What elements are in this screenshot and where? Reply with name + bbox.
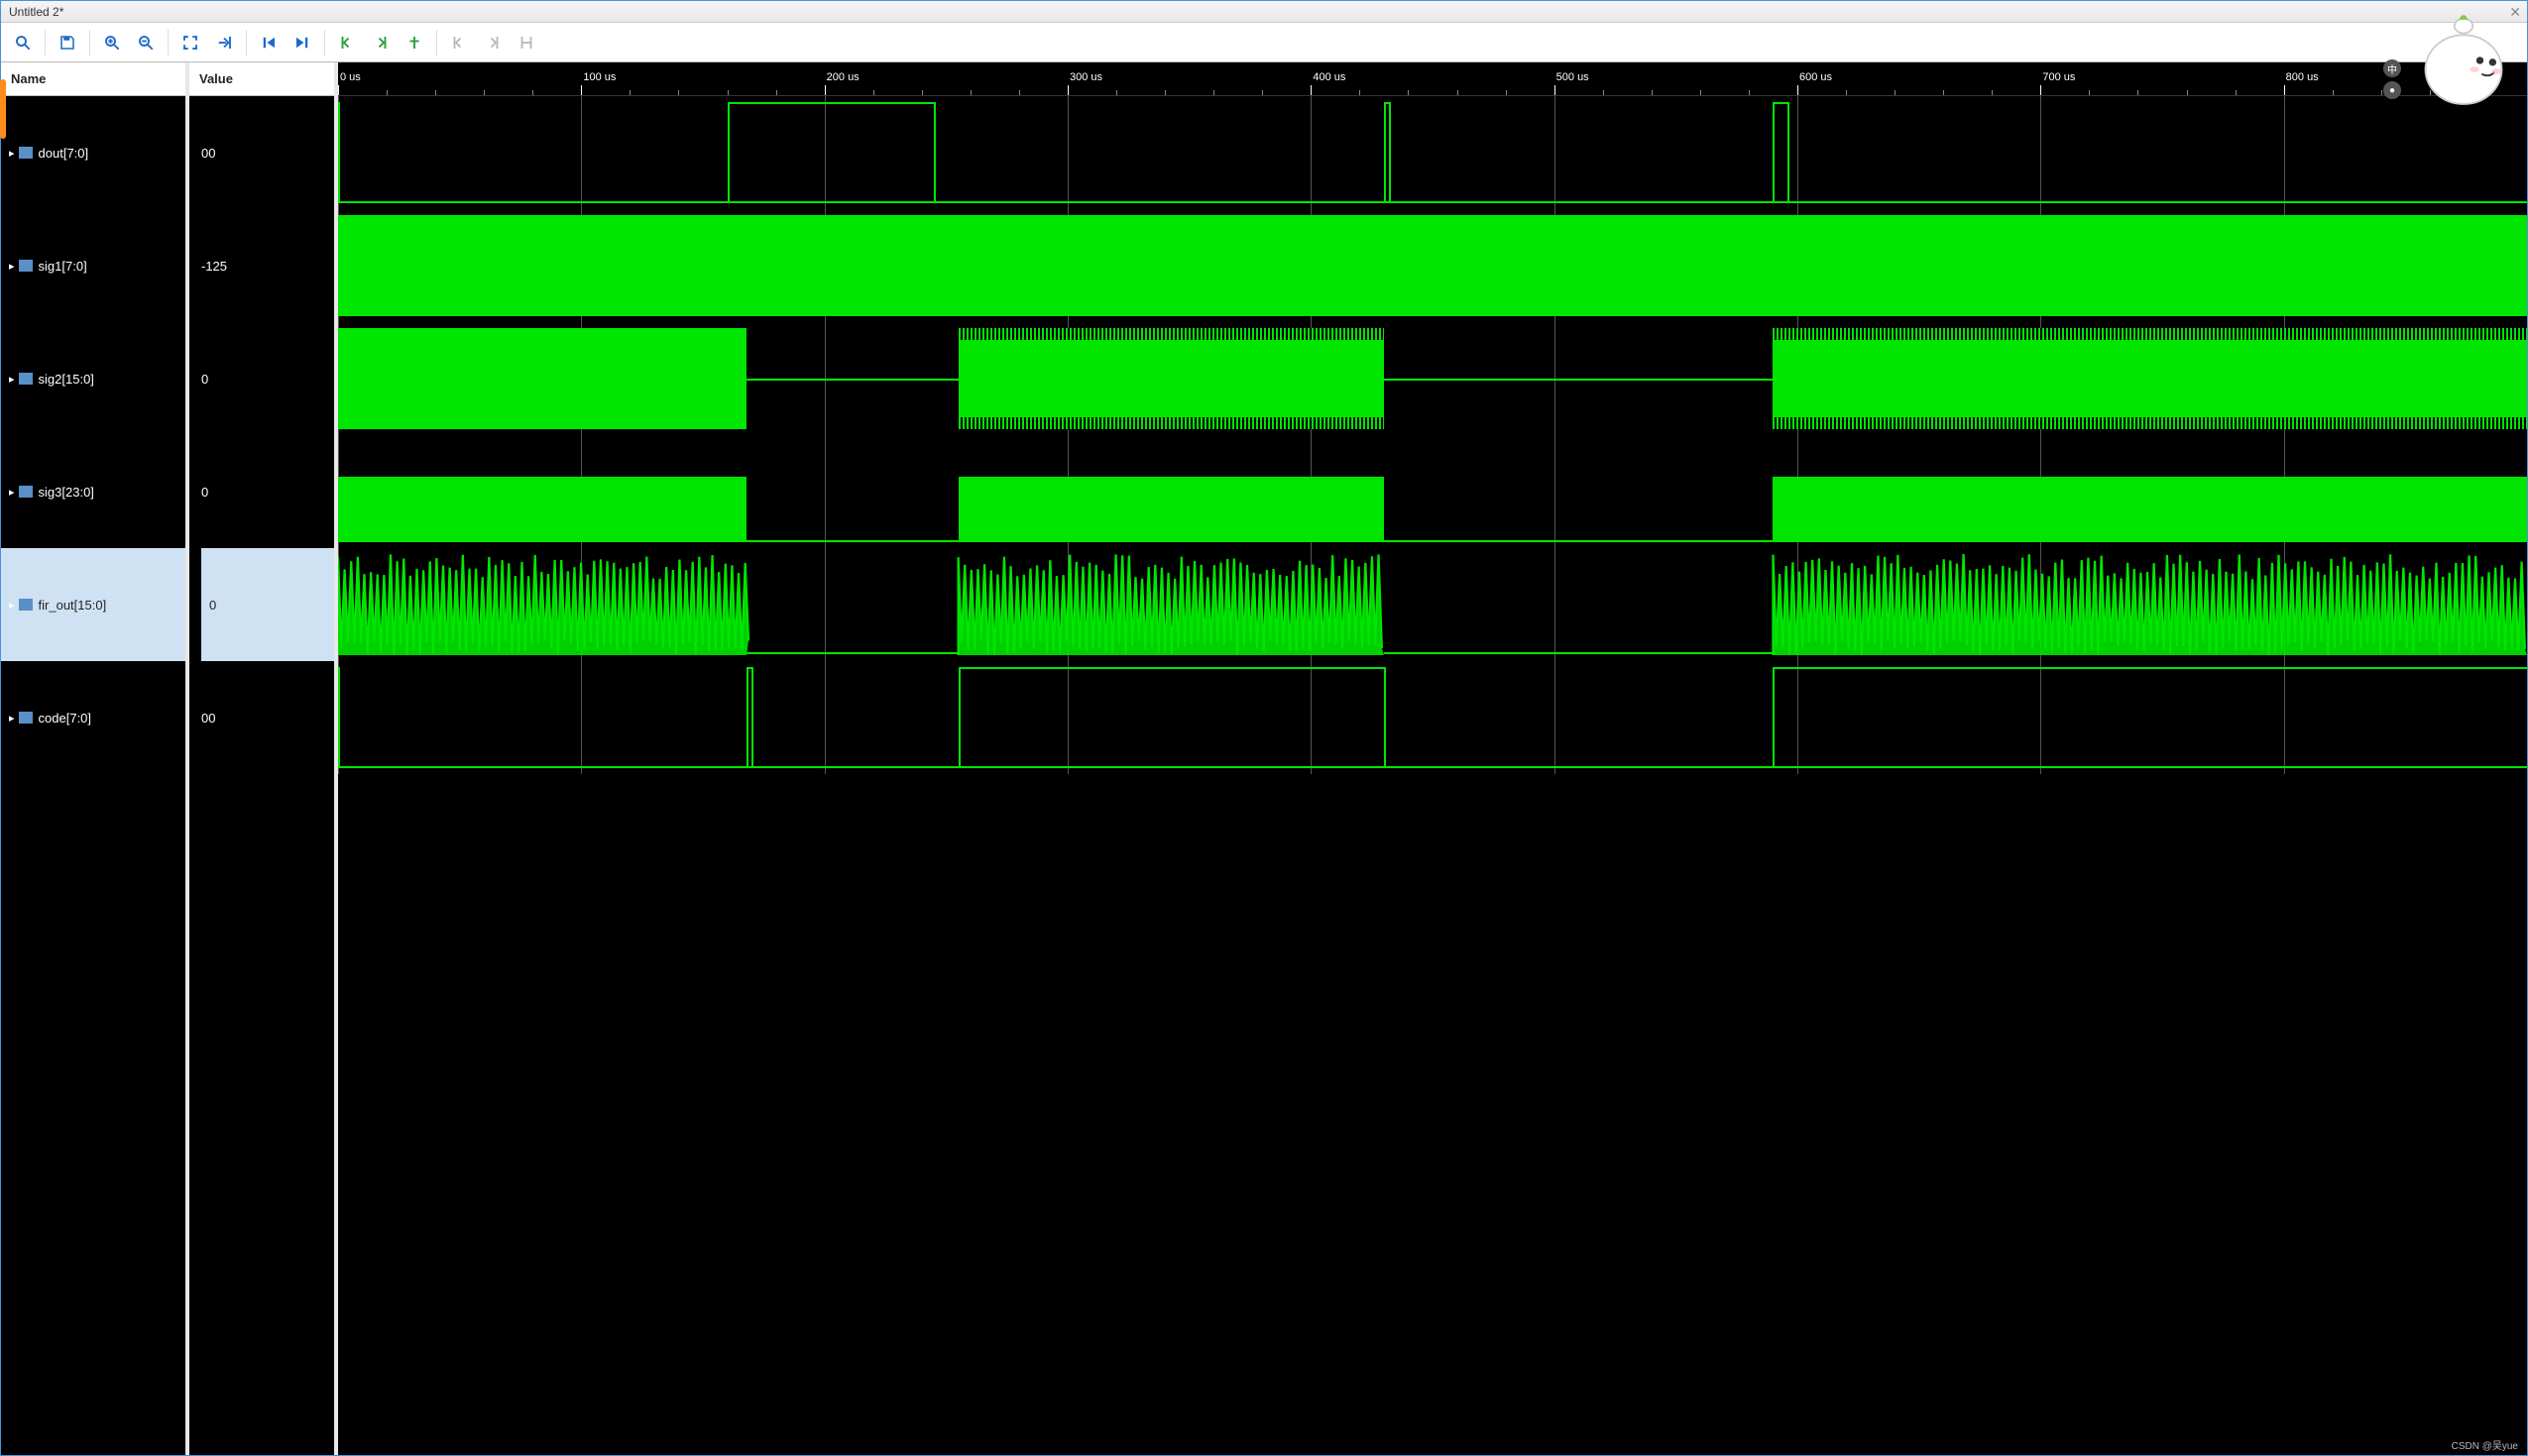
ime-badge: 中 (2383, 59, 2401, 77)
prev-edge-icon[interactable] (331, 27, 363, 58)
search-icon[interactable] (7, 27, 39, 58)
last-icon[interactable] (287, 27, 318, 58)
signal-value-label: 0 (201, 485, 208, 500)
signal-name-label: dout[7:0] (39, 146, 89, 161)
add-marker-icon[interactable] (399, 27, 430, 58)
signal-name-row[interactable]: ▸dout[7:0] (1, 96, 185, 209)
signal-value-row[interactable]: -125 (189, 209, 334, 322)
signal-name-label: sig2[15:0] (39, 372, 94, 387)
signal-name-row[interactable]: ▸code[7:0] (1, 661, 185, 774)
window-title: Untitled 2* (9, 5, 63, 19)
signal-value-label: 00 (201, 146, 215, 161)
signal-value-label: -125 (201, 259, 227, 274)
signal-value-label: 00 (201, 711, 215, 726)
save-icon[interactable] (52, 27, 83, 58)
name-header: Name (1, 62, 185, 96)
ime-badge-2: ● (2383, 81, 2401, 99)
signal-name-row[interactable]: ▸sig3[23:0] (1, 435, 185, 548)
swap-left-icon (443, 27, 475, 58)
signal-name-row[interactable]: ▸sig1[7:0] (1, 209, 185, 322)
swap-right-icon (477, 27, 509, 58)
zoom-out-icon[interactable] (130, 27, 162, 58)
main-body: Name ▸dout[7:0]▸sig1[7:0]▸sig2[15:0]▸sig… (1, 62, 2527, 1455)
signal-name-label: sig1[7:0] (39, 259, 87, 274)
signal-value-row[interactable]: 0 (189, 435, 334, 548)
goto-icon[interactable] (208, 27, 240, 58)
waves-canvas[interactable] (338, 96, 2527, 774)
signal-value-label: 0 (209, 598, 216, 613)
drag-handle[interactable] (0, 79, 6, 139)
waveform-row[interactable] (338, 435, 2527, 548)
waveform-area[interactable]: 0 us100 us200 us300 us400 us500 us600 us… (338, 62, 2527, 1455)
signal-value-row[interactable]: 00 (189, 661, 334, 774)
waveform-row[interactable] (338, 96, 2527, 209)
titlebar: Untitled 2* ✕ (1, 1, 2527, 23)
waveform-row[interactable] (338, 661, 2527, 774)
signal-name-label: sig3[23:0] (39, 485, 94, 500)
signal-name-row[interactable]: ▸fir_out[15:0] (1, 548, 185, 661)
time-ruler[interactable]: 0 us100 us200 us300 us400 us500 us600 us… (338, 62, 2527, 96)
signal-value-row[interactable]: 0 (189, 548, 334, 661)
value-panel: Value 00-12500000 (189, 62, 338, 1455)
watermark: CSDN @吴yue (2452, 1437, 2518, 1452)
waveform-window: Untitled 2* ✕ Name ▸dout[7:0]▸sig1[7:0]▸… (0, 0, 2528, 1456)
next-edge-icon[interactable] (365, 27, 397, 58)
signal-name-row[interactable]: ▸sig2[15:0] (1, 322, 185, 435)
group-icon (511, 27, 542, 58)
signal-value-row[interactable]: 00 (189, 96, 334, 209)
name-panel: Name ▸dout[7:0]▸sig1[7:0]▸sig2[15:0]▸sig… (1, 62, 189, 1455)
signal-value-row[interactable]: 0 (189, 322, 334, 435)
zoom-fit-icon[interactable] (174, 27, 206, 58)
signal-value-label: 0 (201, 372, 208, 387)
close-icon[interactable]: ✕ (2509, 4, 2521, 21)
toolbar (1, 23, 2527, 62)
waveform-row[interactable] (338, 322, 2527, 435)
zoom-in-icon[interactable] (96, 27, 128, 58)
signal-name-label: code[7:0] (39, 711, 92, 726)
signal-name-label: fir_out[15:0] (39, 598, 107, 613)
value-header: Value (189, 62, 334, 96)
first-icon[interactable] (253, 27, 285, 58)
waveform-row[interactable] (338, 209, 2527, 322)
waveform-row[interactable] (338, 548, 2527, 661)
